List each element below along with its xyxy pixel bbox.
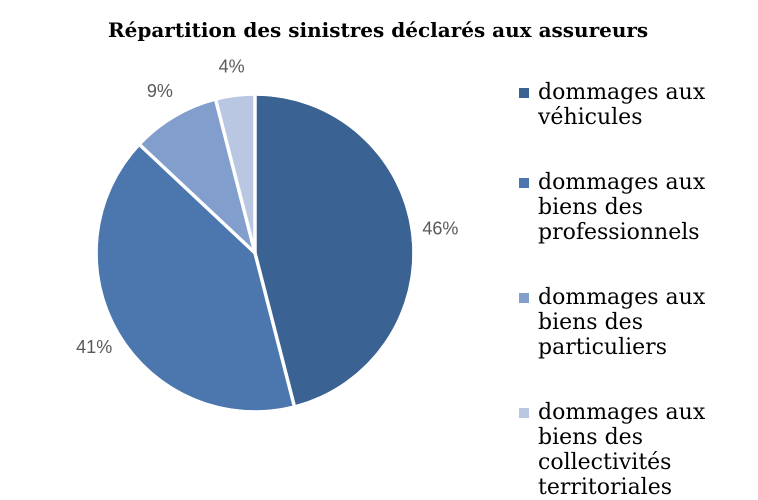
legend-item-label: dommages aux biens des collectivités ter… [538,400,706,500]
legend-item-particuliers: dommages aux biens des particuliers [519,285,753,360]
slice-separator [214,99,257,254]
pie-data-label-2: 9% [147,81,173,101]
legend-item-collectivites: dommages aux biens des collectivités ter… [519,400,753,500]
pie-data-label-0: 46% [422,218,458,238]
legend-item-vehicules: dommages aux véhicules [519,80,753,130]
chart-canvas: Répartition des sinistres déclarés aux a… [76,18,706,500]
pie-data-label-3: 4% [219,56,245,76]
legend-item-label: dommages aux véhicules [538,80,706,130]
legend-swatch-icon [519,88,529,98]
slice-separator [138,143,257,255]
legend-item-label: dommages aux biens des professionnels [538,170,706,245]
legend-swatch-icon [519,408,529,418]
legend-item-professionnels: dommages aux biens des professionnels [519,170,753,245]
chart-title: Répartition des sinistres déclarés aux a… [108,18,649,42]
pie-chart: 46% 41% 9% 4% [76,56,458,411]
slice-separator [253,252,296,407]
legend: dommages aux véhicules dommages aux bien… [519,80,753,500]
legend-swatch-icon [519,178,529,188]
pie-data-label-1: 41% [76,337,112,357]
pie-slice-1 [97,145,295,411]
pie-slice-0 [254,95,413,406]
legend-swatch-icon [519,293,529,303]
legend-item-label: dommages aux biens des particuliers [538,285,706,360]
